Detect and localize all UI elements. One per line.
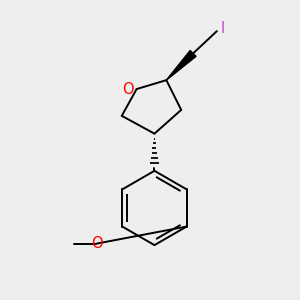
Text: I: I [221,21,225,36]
Text: O: O [122,82,134,97]
Polygon shape [166,50,196,80]
Text: O: O [91,236,102,251]
